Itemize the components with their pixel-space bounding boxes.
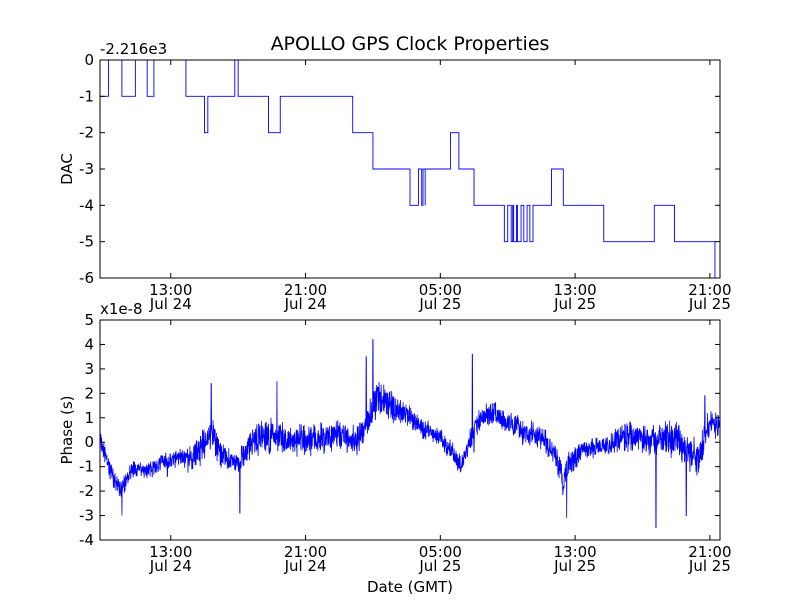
y-tick-label: -2 <box>79 124 94 142</box>
x-tick-date-label: Jul 24 <box>284 557 327 575</box>
y-tick-label: 2 <box>84 384 94 402</box>
x-tick-time-label: 05:00 <box>419 281 462 299</box>
x-tick-time-label: 13:00 <box>149 543 192 561</box>
x-tick-time-label: 05:00 <box>419 543 462 561</box>
y-tick-label: -3 <box>79 507 94 525</box>
axis-offset-label: -2.216e3 <box>100 40 167 58</box>
plot-frame <box>99 319 721 541</box>
y-tick-label: 0 <box>84 51 94 69</box>
x-tick-date-label: Jul 24 <box>149 295 192 313</box>
y-tick-label: 5 <box>84 311 94 329</box>
x-tick-date-label: Jul 24 <box>284 295 327 313</box>
x-axis-label: Date (GMT) <box>367 578 453 596</box>
chart-title: APOLLO GPS Clock Properties <box>271 33 550 55</box>
x-tick-time-label: 21:00 <box>284 281 327 299</box>
x-tick-date-label: Jul 25 <box>418 295 461 313</box>
y-tick-label: -6 <box>79 269 94 287</box>
y-axis-label: Phase (s) <box>58 395 76 464</box>
x-tick-date-label: Jul 24 <box>149 557 192 575</box>
y-tick-label: -3 <box>79 160 94 178</box>
y-tick-label: -2 <box>79 482 94 500</box>
y-tick-label: -4 <box>79 531 94 549</box>
x-tick-date-label: Jul 25 <box>553 557 596 575</box>
y-tick-label: -1 <box>79 458 94 476</box>
x-tick-date-label: Jul 25 <box>688 557 731 575</box>
series-line-phase <box>100 339 720 529</box>
x-tick-time-label: 13:00 <box>553 543 596 561</box>
y-tick-label: -5 <box>79 233 94 251</box>
y-tick-label: 0 <box>84 433 94 451</box>
x-tick-time-label: 21:00 <box>284 543 327 561</box>
y-axis-label: DAC <box>58 153 76 185</box>
x-tick-date-label: Jul 25 <box>688 295 731 313</box>
y-tick-label: -1 <box>79 87 94 105</box>
x-tick-date-label: Jul 25 <box>418 557 461 575</box>
x-tick-time-label: 13:00 <box>553 281 596 299</box>
x-tick-time-label: 21:00 <box>688 281 731 299</box>
x-tick-time-label: 21:00 <box>688 543 731 561</box>
series-line-dac <box>100 60 720 278</box>
y-tick-label: -4 <box>79 196 94 214</box>
y-tick-label: 4 <box>84 335 94 353</box>
x-tick-time-label: 13:00 <box>149 281 192 299</box>
x-tick-date-label: Jul 25 <box>553 295 596 313</box>
y-tick-label: 3 <box>84 360 94 378</box>
y-tick-label: 1 <box>84 409 94 427</box>
axis-offset-label: x1e-8 <box>100 300 143 318</box>
